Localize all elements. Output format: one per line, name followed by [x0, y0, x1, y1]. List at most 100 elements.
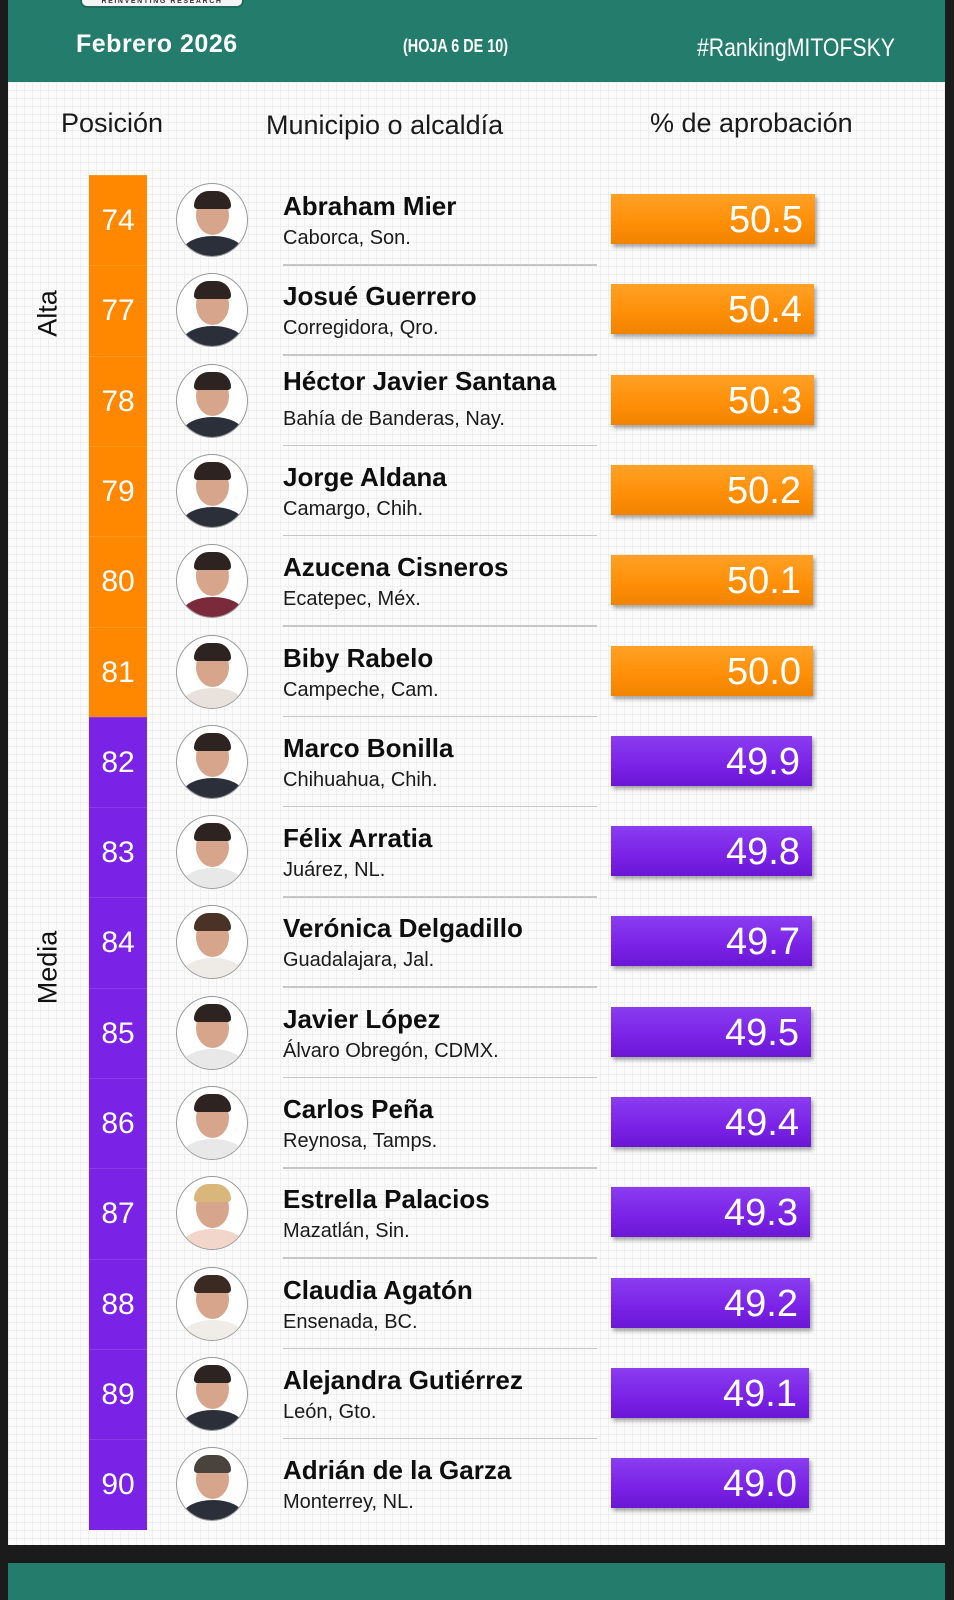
approval-bar: 50.2 — [611, 464, 813, 515]
person-name: Estrella Palacios — [283, 1184, 490, 1215]
rank-number: 84 — [89, 897, 147, 987]
portrait-body-icon — [183, 958, 243, 979]
rank-number: 80 — [89, 536, 147, 626]
rank-number: 79 — [89, 445, 147, 536]
rank-number: 90 — [89, 1439, 147, 1529]
band-alta — [89, 175, 147, 717]
avatar — [176, 453, 248, 528]
row-divider — [283, 1257, 597, 1259]
avatar — [176, 1356, 248, 1431]
rank-number: 81 — [89, 626, 147, 717]
approval-bar: 50.4 — [611, 284, 814, 335]
column-header-municipality: Municipio o alcaldía — [266, 110, 504, 140]
avatar — [176, 815, 248, 890]
portrait-body-icon — [183, 1229, 243, 1250]
person-name: Adrián de la Garza — [283, 1455, 512, 1486]
ranking-row: 78 Héctor Javier Santana Bahía de Banderas… — [0, 355, 954, 447]
ranking-row: 85 Javier López Álvaro Obregón, CDMX. 49.5 — [0, 987, 954, 1079]
ranking-row: 80 Azucena Cisneros Ecatepec, Méx. 50.1 — [0, 536, 954, 627]
row-divider — [283, 896, 597, 898]
rank-number: 78 — [89, 355, 147, 446]
rank-number: 86 — [89, 1078, 147, 1168]
header-date: Febrero 2026 — [76, 30, 238, 58]
avatar — [176, 363, 248, 438]
municipality: León, Gto. — [283, 1400, 377, 1423]
ranking-row: 77 Josué Guerrero Corregidora, Qro. 50.4 — [0, 265, 954, 356]
avatar — [176, 905, 248, 980]
approval-bar: 50.1 — [611, 555, 813, 606]
approval-bar: 50.5 — [611, 194, 815, 244]
municipality: Campeche, Cam. — [283, 678, 439, 701]
municipality: Corregidora, Qro. — [283, 317, 439, 340]
rank-number: 74 — [89, 175, 147, 265]
avatar — [176, 1266, 248, 1341]
column-header-position: Posición — [61, 108, 164, 138]
header-bar: REINVENTING RESEARCH Febrero 2026 (HOJA … — [8, 0, 945, 82]
row-divider — [283, 264, 597, 266]
row-divider — [283, 1167, 597, 1169]
portrait-body-icon — [183, 868, 243, 889]
portrait-body-icon — [183, 1048, 243, 1069]
person-name: Marco Bonilla — [283, 732, 454, 763]
row-divider — [283, 1076, 597, 1079]
approval-bar: 49.2 — [611, 1277, 810, 1328]
portrait-hair-icon — [194, 461, 231, 480]
avatar — [176, 995, 248, 1070]
person-name: Alejandra Gutiérrez — [283, 1364, 523, 1395]
ranking-row: 87 Estrella Palacios Mazatlán, Sin. 49.3 — [0, 1168, 954, 1259]
avatar — [176, 544, 248, 619]
ranking-row: 84 Verónica Delgadillo Guadalajara, Jal. 49… — [0, 897, 954, 988]
portrait-body-icon — [183, 236, 243, 256]
portrait-hair-icon — [194, 732, 231, 751]
municipality: Álvaro Obregón, CDMX. — [283, 1039, 499, 1062]
portrait-body-icon — [183, 1139, 243, 1159]
avatar — [176, 634, 248, 709]
municipality: Juárez, NL. — [283, 859, 386, 882]
municipality: Reynosa, Tamps. — [283, 1130, 438, 1152]
ranking-row: 83 Félix Arratia Juárez, NL. 49.8 — [0, 807, 954, 898]
approval-bar: 49.8 — [611, 826, 812, 877]
rank-number: 77 — [89, 265, 147, 355]
row-divider — [283, 805, 597, 808]
portrait-body-icon — [183, 1319, 243, 1340]
row-divider — [283, 534, 597, 537]
approval-bar: 50.0 — [611, 645, 813, 696]
municipality: Ensenada, BC. — [283, 1310, 418, 1333]
portrait-hair-icon — [194, 1455, 231, 1474]
approval-bar: 49.0 — [611, 1458, 809, 1509]
approval-bar: 50.3 — [611, 374, 814, 425]
approval-bar: 49.1 — [611, 1367, 809, 1418]
ranking-row: 88 Claudia Agatón Ensenada, BC. 49.2 — [0, 1258, 954, 1350]
person-name: Carlos Peña — [283, 1094, 434, 1124]
portrait-hair-icon — [194, 281, 231, 300]
footer-strip — [8, 1563, 945, 1600]
approval-bar: 49.3 — [611, 1187, 810, 1238]
portrait-hair-icon — [194, 642, 231, 661]
person-name: Javier López — [283, 1003, 441, 1034]
ranking-row: 90 Adrián de la Garza Monterrey, NL. 49.0 — [0, 1439, 954, 1529]
portrait-hair-icon — [194, 1184, 231, 1203]
portrait-body-icon — [183, 1409, 243, 1430]
person-name: Héctor Javier Santana — [283, 365, 557, 396]
header-hashtag: #RankingMITOFSKY — [696, 34, 895, 62]
logo-tagline: REINVENTING RESEARCH — [80, 0, 244, 8]
portrait-hair-icon — [194, 1364, 231, 1383]
row-divider — [283, 1347, 597, 1350]
row-divider — [283, 715, 597, 717]
municipality: Ecatepec, Méx. — [283, 588, 421, 611]
row-divider — [283, 444, 597, 447]
band-media — [89, 717, 147, 1530]
row-divider — [283, 1437, 597, 1440]
rank-number: 88 — [89, 1258, 147, 1349]
avatar — [176, 724, 248, 799]
portrait-hair-icon — [194, 1274, 231, 1293]
ranking-row: 82 Marco Bonilla Chihuahua, Chih. 49.9 — [0, 716, 954, 808]
rank-number: 83 — [89, 807, 147, 897]
avatar — [176, 1447, 248, 1522]
portrait-body-icon — [183, 506, 243, 527]
municipality: Camargo, Chih. — [283, 497, 424, 520]
approval-bar: 49.4 — [611, 1097, 811, 1147]
person-name: Azucena Cisneros — [283, 552, 509, 583]
municipality: Bahía de Banderas, Nay. — [283, 407, 505, 430]
portrait-hair-icon — [194, 552, 231, 571]
